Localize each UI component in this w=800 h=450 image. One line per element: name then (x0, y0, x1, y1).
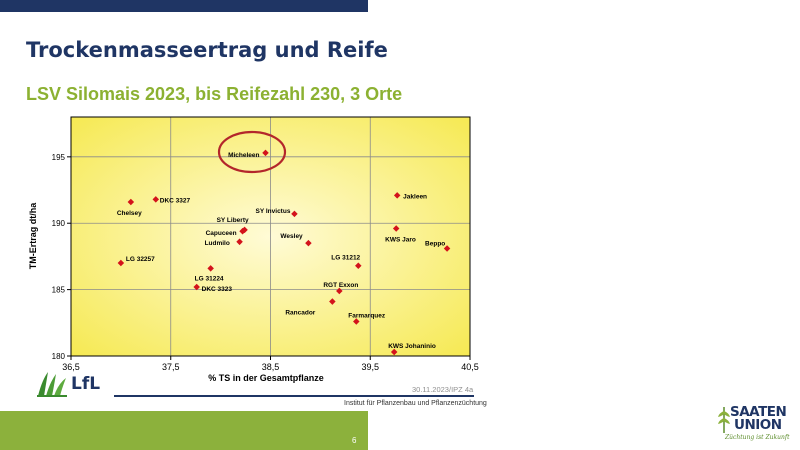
x-axis-title: % TS in der Gesamtpflanze (208, 373, 324, 383)
data-point-marker (117, 259, 125, 267)
data-point-marker (355, 262, 362, 269)
brand-line-1: SAATEN (730, 404, 787, 420)
lfl-logo-text: LfL (71, 374, 101, 394)
y-tick-label: 180 (52, 352, 66, 361)
wheat-icon (718, 407, 730, 433)
data-point-label: KWS Johaninio (388, 343, 436, 350)
data-point-marker (291, 210, 298, 218)
data-point-marker (336, 287, 343, 295)
brand-line-2: UNION (734, 417, 782, 433)
data-point-marker (393, 192, 401, 199)
footer-divider (114, 395, 474, 397)
slide-title: Trockenmasseertrag und Reife (26, 38, 388, 62)
y-tick-label: 190 (52, 219, 66, 228)
data-point-label: Micheleen (228, 152, 259, 159)
data-point-label: SY Liberty (217, 217, 249, 224)
x-tick-label: 37,5 (162, 362, 180, 372)
data-point-marker (193, 283, 200, 291)
data-point-marker (305, 239, 312, 247)
slide-subtitle: LSV Silomais 2023, bis Reifezahl 230, 3 … (26, 84, 403, 104)
brand-slogan: Züchtung ist Zukunft (725, 434, 790, 441)
lfl-logo-icon (37, 372, 67, 397)
data-point-label: RGT Exxon (323, 282, 358, 289)
data-point-label: LG 31212 (331, 255, 360, 262)
data-point-label: Chelsey (117, 210, 142, 217)
data-point-label: Wesley (280, 233, 303, 240)
data-point-label: DKC 3327 (160, 197, 191, 204)
scatter-chart: 36,5 37,5 38,5 39,5 40,5 180 185 190 195 Michele… (28, 116, 479, 383)
y-tick-label: 195 (52, 153, 66, 162)
grid-lines (71, 117, 470, 356)
data-point-label: KWS Jaro (385, 237, 416, 244)
data-points: Micheleen Chelsey DKC 3327 Jakleen SY Invict… (117, 149, 451, 356)
data-point-label: LG 31224 (195, 275, 224, 282)
data-point-label: Capuceen (206, 230, 237, 237)
footer-institute: Institut für Pflanzenbau und Pflanzenzüc… (344, 400, 487, 407)
data-point-label: Beppo (425, 240, 445, 247)
data-point-marker (236, 238, 243, 246)
data-point-label: Ludmilo (205, 240, 230, 247)
data-point-marker (127, 198, 135, 206)
footer-date-code: 30.11.2023/IPZ 4a (412, 385, 474, 394)
highlight-circle (217, 130, 287, 174)
x-tick-label: 36,5 (62, 362, 80, 372)
data-point-marker (390, 348, 398, 356)
axis-ticks: 36,5 37,5 38,5 39,5 40,5 180 185 190 195 (52, 153, 479, 372)
x-tick-label: 38,5 (262, 362, 280, 372)
data-point-marker (392, 225, 400, 232)
data-point-label: SY Invictus (256, 208, 291, 215)
data-point-label: DKC 3323 (202, 286, 233, 293)
y-tick-label: 185 (52, 286, 66, 295)
data-point-label: Jakleen (403, 193, 427, 200)
saaten-union-logo: SAATEN UNION Züchtung ist Zukunft (716, 403, 792, 445)
data-point-marker (353, 318, 360, 325)
data-point-marker (443, 245, 451, 252)
top-accent-bar (0, 0, 368, 12)
y-axis-title: TM-Ertrag dt/ha (28, 202, 38, 269)
data-point-marker (239, 227, 246, 235)
data-point-marker (262, 149, 269, 157)
x-tick-label: 40,5 (461, 362, 479, 372)
data-point-marker (329, 298, 336, 305)
data-point-label: Farmarquez (348, 312, 386, 319)
bottom-green-bar (0, 411, 368, 450)
data-point-label: Rancador (285, 310, 315, 317)
data-point-marker (152, 196, 160, 203)
page-number: 6 (352, 436, 357, 445)
x-tick-label: 39,5 (361, 362, 379, 372)
data-point-label: LG 32257 (126, 256, 155, 263)
